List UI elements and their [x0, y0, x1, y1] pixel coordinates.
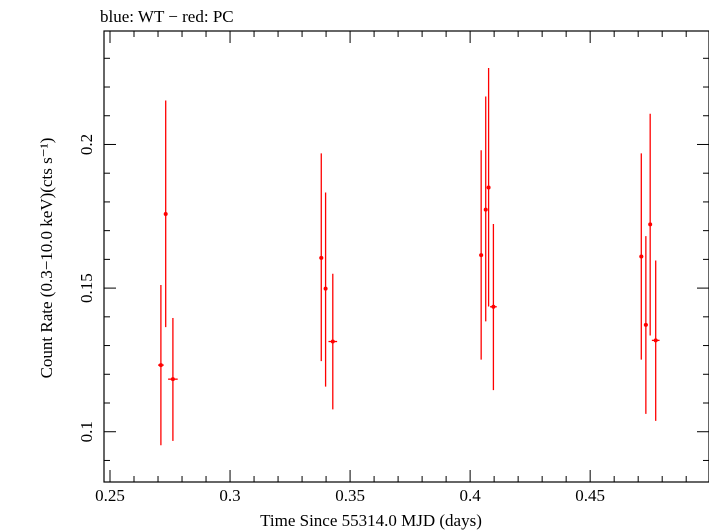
y-tick-label: 0.1 — [77, 421, 96, 442]
data-point — [158, 284, 164, 446]
point-marker — [648, 222, 653, 227]
data-point — [648, 113, 653, 336]
data-point — [639, 153, 644, 360]
axis-ticks — [104, 31, 709, 482]
point-marker — [639, 254, 644, 259]
data-point — [328, 273, 338, 410]
point-marker — [158, 363, 163, 368]
point-marker — [653, 338, 658, 343]
point-marker — [643, 322, 648, 327]
point-marker — [323, 286, 328, 291]
data-point — [168, 317, 178, 441]
chart-title: blue: WT − red: PC — [100, 7, 234, 26]
data-point — [479, 150, 484, 360]
x-tick-labels: 0.25 0.3 0.35 0.4 0.45 — [95, 486, 605, 505]
data-point — [323, 192, 328, 387]
data-points — [158, 68, 660, 446]
x-tick-label: 0.3 — [219, 486, 240, 505]
y-tick-labels: 0.1 0.15 0.2 — [77, 134, 96, 443]
point-marker — [330, 339, 335, 344]
x-tick-label: 0.25 — [95, 486, 125, 505]
point-marker — [170, 377, 175, 382]
plot-frame — [103, 30, 709, 483]
x-tick-label: 0.45 — [575, 486, 605, 505]
data-point — [486, 68, 491, 307]
point-marker — [483, 207, 488, 212]
x-tick-label: 0.4 — [459, 486, 481, 505]
point-marker — [486, 185, 491, 190]
x-axis-label: Time Since 55314.0 MJD (days) — [260, 511, 482, 530]
data-point — [163, 100, 168, 328]
data-point — [643, 236, 648, 414]
y-tick-label: 0.15 — [77, 273, 96, 303]
point-marker — [163, 211, 168, 216]
data-point — [319, 153, 324, 362]
point-marker — [479, 253, 484, 258]
data-point — [651, 260, 660, 421]
point-marker — [491, 304, 496, 309]
data-point — [490, 224, 497, 391]
y-axis-label: Count Rate (0.3−10.0 keV)(cts s⁻¹) — [37, 138, 56, 379]
point-marker — [319, 255, 324, 260]
y-tick-label: 0.2 — [77, 134, 96, 155]
x-tick-label: 0.35 — [335, 486, 365, 505]
data-point — [483, 96, 488, 322]
